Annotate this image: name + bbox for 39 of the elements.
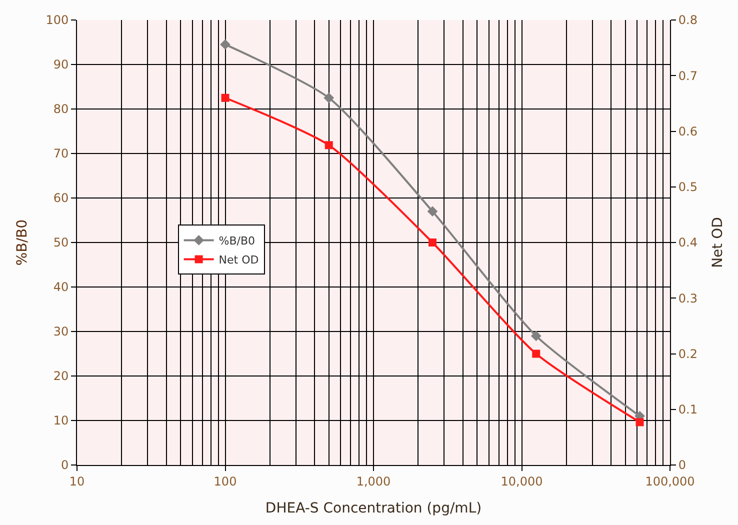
x-tick-label: 1,000 — [356, 474, 391, 488]
legend-label: %B/B0 — [218, 234, 256, 248]
y2-tick-label: 0.5 — [678, 180, 698, 194]
y-tick-label: 90 — [53, 58, 69, 72]
y-tick-label: 70 — [53, 146, 69, 161]
x-axis-title: DHEA-S Concentration (pg/mL) — [265, 500, 482, 517]
x-tick-label: 10 — [69, 474, 85, 488]
y-tick-label: 50 — [53, 236, 69, 250]
y2-tick-label: 0 — [678, 458, 686, 472]
x-tick-label: 100,000 — [645, 474, 695, 488]
y-tick-label: 100 — [46, 13, 69, 28]
y-tick-label: 20 — [53, 369, 69, 384]
point — [530, 330, 542, 342]
y-tick-label: 30 — [53, 324, 69, 339]
point — [428, 238, 436, 246]
point — [324, 92, 334, 104]
x-tick-label: 100 — [214, 474, 237, 488]
x-tick-label: 10,000 — [500, 474, 543, 488]
y2-axis-title: Net OD — [710, 217, 726, 268]
point — [427, 206, 438, 217]
y2-tick-label: 0.8 — [678, 13, 698, 28]
point — [324, 141, 333, 150]
y-tick-label: 0 — [60, 458, 69, 472]
y-tick-label: 10 — [53, 414, 69, 428]
point — [636, 418, 644, 426]
point — [220, 39, 230, 50]
y2-tick-label: 0.7 — [678, 68, 698, 83]
y2-tick-label: 0.4 — [678, 236, 698, 250]
y-tick-label: 80 — [53, 102, 69, 116]
y2-tick-label: 0.6 — [678, 124, 698, 138]
y2-tick-label: 0.3 — [678, 291, 698, 306]
y2-tick-label: 0.2 — [678, 346, 698, 361]
y-tick-label: 40 — [53, 280, 69, 294]
point — [221, 94, 230, 102]
y2-tick-label: 0.1 — [678, 402, 698, 417]
point — [532, 350, 540, 358]
legend-label: Net OD — [218, 253, 259, 266]
y-tick-label: 60 — [53, 191, 69, 206]
y-axis-title: %B/B0 — [14, 219, 30, 266]
